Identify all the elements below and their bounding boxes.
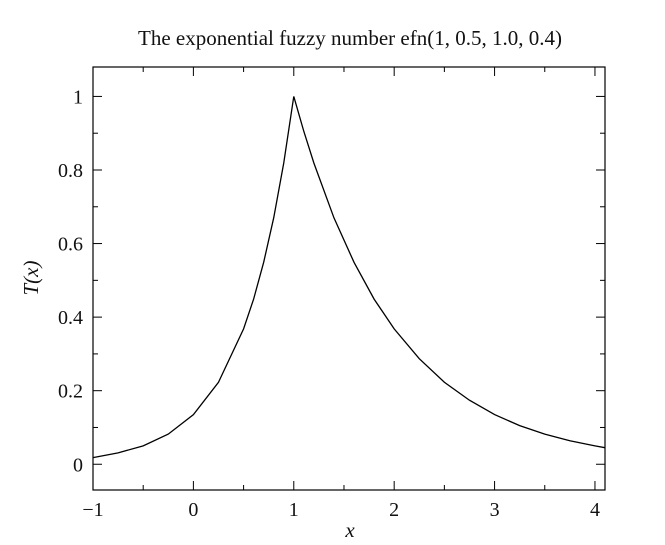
- x-axis: −1 0 1 2 3 4: [82, 67, 600, 521]
- y-tick-label: 0: [73, 454, 83, 476]
- y-tick-label: 0.6: [58, 234, 83, 256]
- y-axis: 0 0.2 0.4 0.6 0.8 1: [58, 86, 605, 476]
- x-tick-label: 4: [590, 499, 600, 521]
- x-tick-label: 0: [188, 499, 198, 521]
- membership-curve: [92, 96, 606, 459]
- y-tick-label: 0.2: [58, 381, 83, 403]
- chart-title: The exponential fuzzy number efn(1, 0.5,…: [138, 26, 562, 50]
- x-axis-label: x: [344, 518, 355, 542]
- x-tick-label: 2: [389, 499, 399, 521]
- x-tick-label: −1: [82, 499, 103, 521]
- plot-frame: [92, 66, 606, 491]
- x-tick-label: 3: [490, 499, 500, 521]
- y-tick-label: 0.4: [58, 307, 83, 329]
- y-axis-label: T(x): [19, 261, 43, 296]
- y-tick-label: 0.8: [58, 160, 83, 182]
- x-tick-label: 1: [289, 499, 299, 521]
- y-tick-label: 1: [73, 86, 83, 108]
